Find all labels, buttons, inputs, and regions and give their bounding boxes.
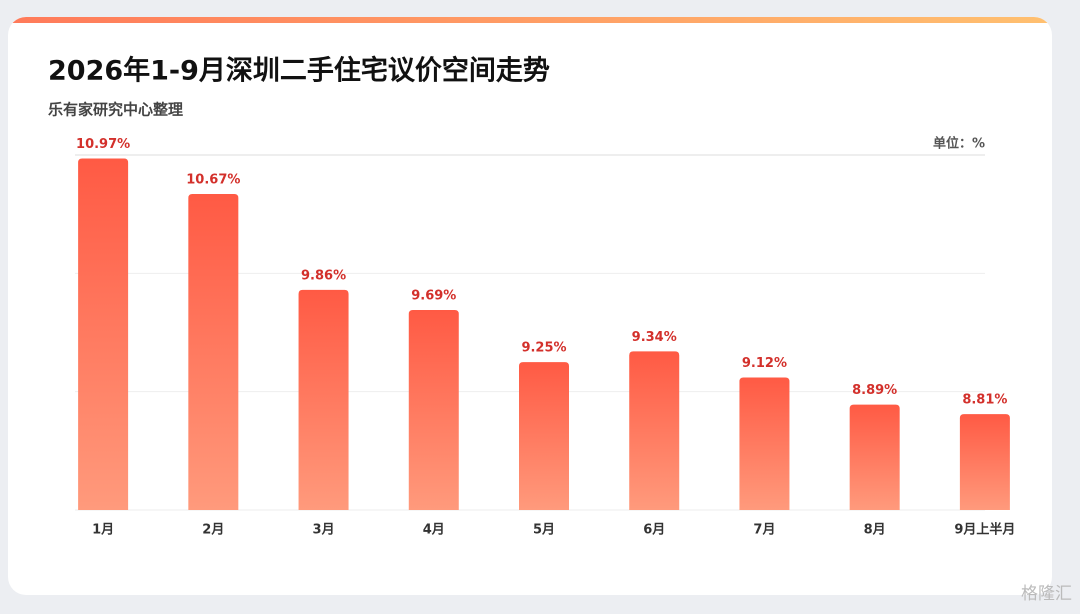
bar [519, 362, 569, 510]
x-tick-label: 2月 [202, 523, 224, 538]
bar [849, 404, 900, 510]
x-tick-label: 3月 [313, 523, 335, 538]
value-label: 9.86% [301, 268, 346, 283]
top-stripe [8, 17, 1052, 23]
bar [408, 310, 459, 510]
value-label: 8.89% [852, 383, 897, 398]
x-tick-label: 8月 [864, 523, 886, 538]
x-tick-label: 9月上半月 [954, 522, 1015, 538]
value-label: 9.25% [521, 341, 566, 356]
bar [629, 351, 680, 510]
chart-title: 2026年1-9月深圳二手住宅议价空间走势 [48, 55, 550, 87]
value-label: 9.34% [632, 330, 677, 345]
x-tick-label: 7月 [753, 523, 775, 538]
value-label: 9.12% [742, 356, 787, 371]
value-label: 9.69% [411, 289, 456, 304]
bar [959, 414, 1010, 510]
value-label: 10.97% [76, 137, 130, 152]
bar [298, 289, 349, 510]
x-tick-label: 5月 [533, 523, 555, 538]
subtitle: 乐有家研究中心整理 [48, 101, 183, 119]
x-tick-label: 4月 [423, 523, 445, 538]
bar [739, 377, 790, 510]
value-label: 10.67% [186, 173, 240, 188]
bar [78, 158, 129, 511]
x-tick-label: 1月 [92, 523, 114, 538]
value-label: 8.81% [962, 393, 1007, 408]
watermark: 格隆汇 [1021, 584, 1072, 604]
unit-label: 单位：% [933, 136, 985, 152]
card [8, 17, 1052, 595]
x-tick-label: 6月 [643, 523, 665, 538]
bar [188, 194, 239, 511]
